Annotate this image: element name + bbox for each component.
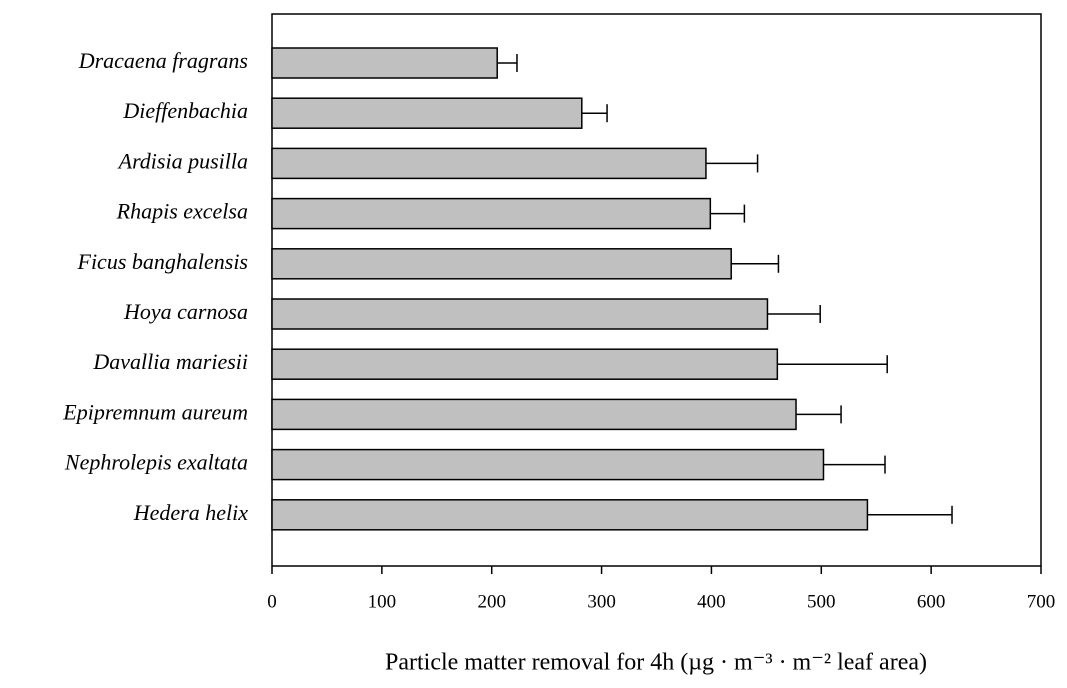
x-tick-label: 600 xyxy=(917,591,946,612)
x-tick-label: 300 xyxy=(587,591,616,612)
x-tick-label: 0 xyxy=(267,591,277,612)
category-label: Dieffenbachia xyxy=(122,98,248,123)
x-tick-label: 200 xyxy=(477,591,506,612)
category-label: Davallia mariesii xyxy=(92,349,248,374)
bar xyxy=(271,298,769,330)
category-label: Epipremnum aureum xyxy=(62,399,248,424)
category-label: Nephrolepis exaltata xyxy=(64,450,248,475)
plot-frame xyxy=(271,13,1042,567)
bar xyxy=(271,97,583,129)
bar xyxy=(271,348,779,380)
bar xyxy=(271,47,498,79)
category-label: Ardisia pusilla xyxy=(117,148,248,173)
bar xyxy=(271,197,712,230)
category-label: Hedera helix xyxy=(133,500,248,525)
x-tick-label: 400 xyxy=(697,591,726,612)
x-tick-label: 500 xyxy=(807,591,836,612)
x-tick-label: 100 xyxy=(368,591,397,612)
bar xyxy=(271,248,732,280)
category-label: Dracaena fragrans xyxy=(78,48,248,73)
bar xyxy=(271,398,797,431)
category-label: Hoya carnosa xyxy=(123,299,248,324)
category-label: Rhapis excelsa xyxy=(116,199,248,224)
bar xyxy=(271,147,707,180)
category-label: Ficus banghalensis xyxy=(77,249,249,274)
x-tick-label: 700 xyxy=(1027,591,1056,612)
bar xyxy=(271,499,869,531)
bar xyxy=(271,448,825,481)
x-axis-title: Particle matter removal for 4h (µg · m⁻³… xyxy=(385,650,927,676)
